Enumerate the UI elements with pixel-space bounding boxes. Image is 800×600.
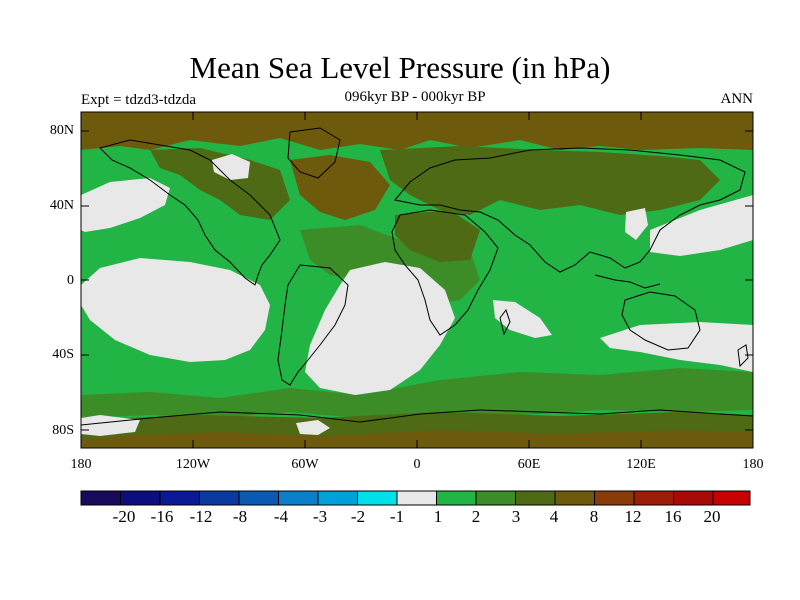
colorbar xyxy=(80,490,751,506)
indian-ocean-neutral xyxy=(493,300,552,338)
lon-label-60e: 60E xyxy=(517,457,541,472)
colorbar-box-3 xyxy=(159,490,200,506)
arctic-high-region xyxy=(81,112,753,150)
greenland-neutral xyxy=(212,154,250,180)
season-label: ANN xyxy=(720,91,754,107)
greenland-coast xyxy=(287,127,341,179)
lon-label-120e: 120E xyxy=(626,457,656,472)
indonesia-coast xyxy=(594,274,661,289)
lat-label-0: 0 xyxy=(67,273,74,288)
lat-label-80s: 80S xyxy=(52,423,74,438)
colorbar-label-2: -16 xyxy=(150,507,174,526)
europe-asia-coast xyxy=(394,147,746,273)
colorbar-box-10 xyxy=(436,490,477,506)
colorbar-label-5: -4 xyxy=(273,507,289,526)
colorbar-label-3: -12 xyxy=(189,507,213,526)
north-atlantic-high xyxy=(290,155,390,220)
colorbar-box-12 xyxy=(515,490,556,506)
lat-label-40s: 40S xyxy=(52,347,74,362)
colorbar-box-16 xyxy=(673,490,714,506)
colorbar-box-17 xyxy=(712,490,751,506)
colorbar-label-11: 3 xyxy=(511,507,521,526)
south-atlantic-neutral xyxy=(305,262,455,395)
madagascar-coast xyxy=(499,308,511,336)
colorbar-label-8: -1 xyxy=(389,507,405,526)
colorbar-label-13: 8 xyxy=(589,507,599,526)
africa-region xyxy=(395,210,480,262)
colorbar-label-9: 1 xyxy=(433,507,443,526)
antarctica-coast xyxy=(81,409,753,426)
coastlines xyxy=(81,127,753,426)
pressure-field xyxy=(81,112,753,448)
colorbar-label-6: -3 xyxy=(312,507,328,526)
colorbar-box-11 xyxy=(475,490,516,506)
north-pacific-neutral xyxy=(81,178,170,232)
colorbar-label-15: 16 xyxy=(664,507,682,526)
lon-label-60w: 60W xyxy=(291,457,319,472)
map-subtitle: 096kyr BP - 000kyr BP xyxy=(344,89,486,105)
lon-label-0: 0 xyxy=(413,457,421,472)
colorbar-box-15 xyxy=(633,490,674,506)
southern-ocean-belt xyxy=(81,368,753,418)
lat-label-80n: 80N xyxy=(49,123,74,138)
west-pacific-neutral xyxy=(650,195,753,256)
japan-neutral xyxy=(625,208,648,240)
drake-neutral xyxy=(296,420,330,435)
colorbar-box-14 xyxy=(594,490,635,506)
colorbar-box-6 xyxy=(278,490,319,506)
north-america-region xyxy=(150,148,290,220)
australia-south-neutral xyxy=(600,322,753,372)
colorbar-box-2 xyxy=(120,490,161,506)
antarctic-high xyxy=(81,430,753,448)
lon-ticks xyxy=(192,112,642,448)
south-america-coast xyxy=(277,264,349,386)
lon-label-180w: 180 xyxy=(70,457,92,472)
new-zealand-coast xyxy=(737,344,749,368)
colorbar-box-7 xyxy=(317,490,358,506)
colorbar-label-7: -2 xyxy=(350,507,366,526)
colorbar-box-9 xyxy=(396,490,437,506)
north-america-coast xyxy=(99,139,281,286)
lat-ticks xyxy=(81,130,753,431)
australia-coast xyxy=(621,291,701,351)
south-pacific-neutral xyxy=(81,258,270,362)
africa-coast xyxy=(391,209,499,336)
colorbar-label-4: -8 xyxy=(232,507,248,526)
experiment-label: Expt = tdzd3-tdzda xyxy=(81,92,197,108)
colorbar-label-10: 2 xyxy=(471,507,481,526)
colorbar-label-16: 20 xyxy=(703,507,721,526)
colorbar-box-13 xyxy=(554,490,595,506)
colorbar-box-4 xyxy=(199,490,240,506)
colorbar-label-12: 4 xyxy=(549,507,559,526)
colorbar-box-1 xyxy=(80,490,121,506)
lon-label-180e: 180 xyxy=(742,457,764,472)
eurasia-region xyxy=(380,146,720,215)
lon-label-120w: 120W xyxy=(175,457,211,472)
map-title: Mean Sea Level Pressure (in hPa) xyxy=(189,50,611,85)
colorbar-box-8 xyxy=(357,490,398,506)
colorbar-box-5 xyxy=(238,490,279,506)
lat-label-40n: 40N xyxy=(49,198,74,213)
colorbar-label-1: -20 xyxy=(112,507,136,526)
colorbar-label-14: 12 xyxy=(624,507,642,526)
